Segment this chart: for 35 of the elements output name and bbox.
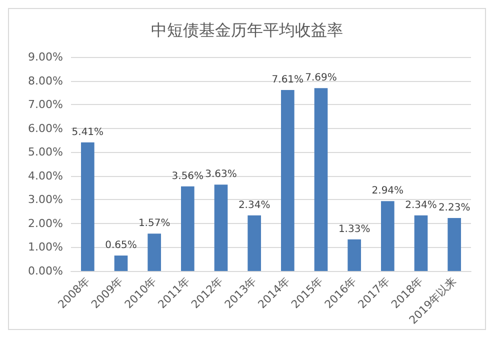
data-label: 3.56% — [172, 170, 204, 182]
data-label: 1.57% — [138, 218, 170, 230]
data-label: 1.33% — [338, 224, 370, 235]
y-tick-label: 6.00% — [28, 122, 63, 135]
bar — [181, 186, 194, 271]
bar — [381, 201, 394, 271]
bar — [248, 215, 261, 271]
y-tick-label: 7.00% — [28, 98, 63, 112]
y-tick-label: 4.00% — [28, 169, 63, 182]
data-label: 2.34% — [238, 200, 270, 211]
data-label: 7.61% — [272, 74, 304, 86]
data-label: 2.34% — [405, 200, 437, 211]
data-label: 2.94% — [372, 186, 404, 197]
y-tick-label: 0.00% — [28, 264, 63, 278]
bar — [214, 184, 228, 271]
y-tick-label: 9.00% — [28, 50, 63, 64]
data-label: 3.63% — [205, 169, 237, 180]
bar — [448, 218, 461, 271]
y-tick-label: 2.00% — [28, 216, 63, 230]
bar — [114, 256, 128, 271]
y-tick-label: 3.00% — [28, 193, 63, 206]
data-label: 2.23% — [438, 202, 470, 214]
y-tick-label: 8.00% — [28, 74, 63, 88]
y-tick-label: 1.00% — [28, 240, 63, 254]
bar — [81, 142, 94, 271]
bar — [348, 239, 361, 271]
bar — [414, 215, 428, 271]
data-label: 5.41% — [72, 126, 104, 138]
y-tick-label: 5.00% — [28, 146, 63, 159]
data-label: 0.65% — [105, 240, 137, 252]
chart-title: 中短债基金历年平均收益率 — [151, 20, 343, 40]
bar — [281, 90, 294, 271]
data-label: 7.69% — [305, 72, 337, 84]
bar — [148, 234, 161, 271]
bar — [314, 88, 328, 271]
